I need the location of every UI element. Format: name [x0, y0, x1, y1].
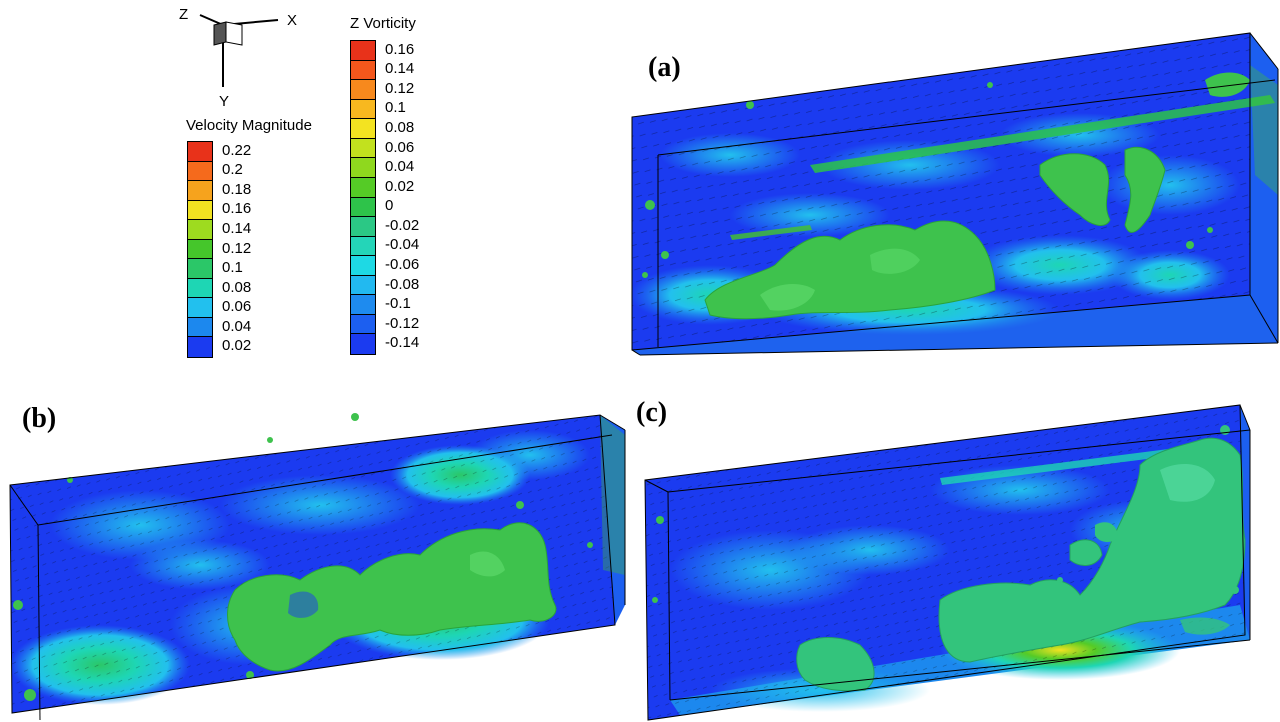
z-axis-label: Z: [179, 6, 189, 23]
velocity-swatch: [188, 317, 212, 338]
vorticity-legend-value: -0.08: [385, 275, 420, 293]
vorticity-swatch: [351, 41, 375, 61]
vorticity-legend-value: 0.1: [385, 99, 406, 117]
y-axis-label: Y: [219, 93, 230, 110]
vorticity-swatch: [351, 217, 375, 237]
panel-a-label: (a): [648, 52, 681, 83]
vorticity-legend: Z Vorticity 0.16 0.14 0.12 0.1 0.08 0.06 0.04 0…: [349, 15, 439, 360]
vorticity-legend-value: 0.12: [385, 79, 415, 97]
velocity-swatch: [188, 142, 212, 162]
velocity-legend-title: Velocity Magnitude: [186, 117, 312, 134]
velocity-swatch: [188, 239, 212, 260]
axis-triad-graphic: [199, 14, 279, 87]
velocity-legend-value: 0.04: [222, 317, 252, 335]
vorticity-swatch: [351, 119, 375, 139]
vorticity-swatch: [351, 80, 375, 100]
vorticity-swatch: [351, 177, 375, 198]
vorticity-legend-value: 0.16: [385, 40, 415, 58]
velocity-legend-value: 0.02: [222, 337, 252, 355]
velocity-swatch: [188, 298, 212, 318]
velocity-legend-value: 0.08: [222, 278, 252, 296]
velocity-swatch: [188, 161, 212, 182]
vorticity-swatch: [351, 197, 375, 218]
vorticity-legend-value: -0.04: [385, 236, 420, 254]
velocity-legend-value: 0.22: [222, 141, 252, 159]
vorticity-legend-value: 0.02: [385, 177, 415, 195]
vorticity-swatch: [351, 138, 375, 159]
vorticity-swatch: [351, 256, 375, 276]
velocity-colorbar: [187, 141, 213, 358]
velocity-swatch: [188, 337, 212, 357]
vorticity-swatch: [351, 60, 375, 81]
vorticity-legend-value: -0.14: [385, 334, 420, 352]
velocity-legend: Velocity Magnitude 0.22 0.2 0.18 0.16 0.14 0.…: [186, 117, 346, 362]
vorticity-swatch: [351, 99, 375, 120]
velocity-legend-value: 0.18: [222, 180, 252, 198]
panel-c-visualization: [644, 404, 1251, 721]
panel-a-visualization: [630, 32, 1279, 356]
velocity-legend-value: 0.06: [222, 298, 252, 316]
vorticity-legend-value: 0.04: [385, 158, 415, 176]
velocity-swatch: [188, 259, 212, 279]
panel-b-label: (b): [22, 403, 57, 434]
velocity-legend-value: 0.16: [222, 200, 252, 218]
vorticity-legend-value: 0: [385, 197, 394, 215]
vorticity-swatch: [351, 295, 375, 315]
velocity-swatch: [188, 200, 212, 221]
vorticity-legend-value: -0.06: [385, 255, 420, 273]
velocity-legend-value: 0.12: [222, 239, 252, 257]
panel-b-visualization: [9, 413, 626, 721]
vorticity-legend-value: 0.06: [385, 138, 415, 156]
axis-triad: Z X Y: [170, 5, 310, 115]
velocity-swatch: [188, 181, 212, 201]
vorticity-swatch: [351, 314, 375, 335]
vorticity-swatch: [351, 158, 375, 178]
vorticity-colorbar: [350, 40, 376, 355]
vorticity-swatch: [351, 275, 375, 296]
vorticity-legend-title: Z Vorticity: [350, 15, 416, 32]
vorticity-legend-value: -0.1: [385, 295, 411, 313]
vorticity-legend-value: -0.02: [385, 216, 420, 234]
vorticity-legend-value: -0.12: [385, 314, 420, 332]
velocity-swatch: [188, 278, 212, 299]
panel-c-label: (c): [636, 397, 668, 428]
vorticity-swatch: [351, 236, 375, 257]
velocity-swatch: [188, 220, 212, 240]
vorticity-legend-value: 0.14: [385, 60, 415, 78]
velocity-legend-value: 0.2: [222, 161, 243, 179]
velocity-legend-value: 0.1: [222, 259, 243, 277]
vorticity-swatch: [351, 334, 375, 354]
x-axis-label: X: [287, 12, 298, 29]
vorticity-legend-value: 0.08: [385, 119, 415, 137]
velocity-legend-value: 0.14: [222, 219, 252, 237]
